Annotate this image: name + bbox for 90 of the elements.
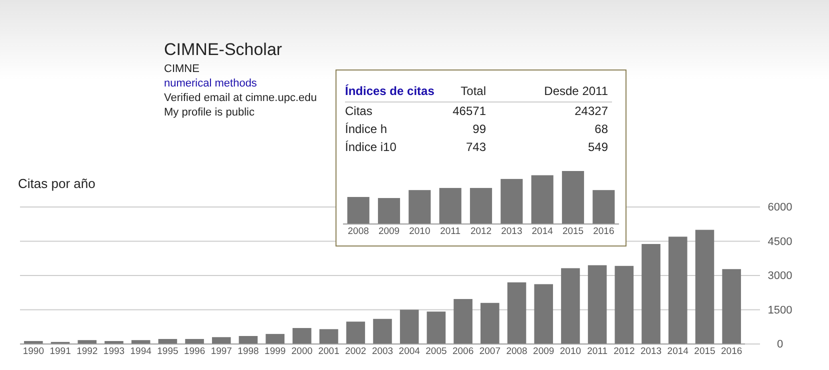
text: Total bbox=[460, 84, 486, 98]
bar bbox=[238, 336, 258, 344]
bar bbox=[373, 318, 392, 344]
x-tick-label: 2000 bbox=[291, 346, 313, 357]
bar bbox=[185, 338, 204, 344]
bar bbox=[378, 198, 400, 224]
x-tick-label: 2012 bbox=[470, 226, 492, 237]
bar bbox=[400, 310, 419, 344]
x-tick-label: 2004 bbox=[398, 346, 420, 357]
x-tick-label: 2013 bbox=[640, 346, 662, 357]
text: Índices de citas bbox=[345, 84, 435, 98]
bar bbox=[534, 284, 554, 344]
x-tick-label: 2012 bbox=[614, 346, 635, 357]
x-tick-label: 1990 bbox=[22, 346, 44, 357]
bar bbox=[480, 302, 500, 344]
x-tick-label: 2011 bbox=[440, 226, 461, 237]
bar bbox=[668, 236, 688, 344]
y-tick-label: 3000 bbox=[768, 270, 792, 282]
bar bbox=[439, 188, 462, 224]
bar bbox=[592, 190, 615, 224]
y-tick-label: 4500 bbox=[768, 236, 792, 248]
x-tick-label: 1999 bbox=[264, 346, 286, 357]
x-tick-label: 2008 bbox=[506, 346, 528, 357]
x-tick-label: 2014 bbox=[532, 226, 553, 237]
x-tick-label: 1992 bbox=[76, 346, 98, 357]
x-tick-label: 2008 bbox=[348, 226, 369, 237]
x-tick-label: 1997 bbox=[210, 346, 232, 357]
x-tick-label: 2003 bbox=[372, 346, 394, 357]
bar bbox=[408, 190, 431, 224]
text: 99 bbox=[472, 122, 486, 136]
bar bbox=[642, 244, 660, 344]
x-tick-label: 2011 bbox=[587, 346, 608, 357]
y-tick-label: 1500 bbox=[768, 304, 792, 316]
x-tick-label: 1995 bbox=[157, 346, 178, 357]
text: CIMNE bbox=[164, 63, 200, 75]
x-tick-label: 1991 bbox=[50, 346, 71, 357]
text: Índice h bbox=[345, 122, 388, 136]
x-tick-label: 2014 bbox=[667, 346, 688, 357]
text: numerical methods bbox=[164, 78, 258, 90]
x-tick-label: 2001 bbox=[318, 346, 340, 357]
text: Desde 2011 bbox=[544, 84, 608, 98]
y-tick-label: 0 bbox=[776, 338, 784, 351]
bar bbox=[561, 268, 580, 344]
x-tick-label: 1996 bbox=[184, 346, 206, 357]
x-tick-label: 2007 bbox=[479, 346, 500, 357]
text: CIMNE-Scholar bbox=[164, 40, 282, 59]
x-tick-label: 2010 bbox=[409, 226, 430, 237]
text: 24327 bbox=[574, 104, 608, 118]
bar bbox=[470, 188, 492, 224]
x-tick-label: 2016 bbox=[593, 226, 614, 237]
text: Citas bbox=[345, 104, 372, 118]
bar bbox=[266, 334, 284, 344]
bar bbox=[78, 340, 97, 344]
y-tick-label: 6000 bbox=[768, 202, 792, 214]
chart-title: Citas por año bbox=[18, 176, 96, 191]
x-tick-label: 2005 bbox=[426, 346, 447, 357]
bar bbox=[346, 322, 366, 344]
text: 743 bbox=[466, 140, 486, 154]
x-tick-label: 1994 bbox=[130, 346, 152, 357]
bar bbox=[588, 265, 607, 344]
bar bbox=[212, 337, 231, 344]
bar bbox=[292, 328, 312, 344]
x-tick-label: 2006 bbox=[452, 346, 474, 357]
bar bbox=[562, 171, 584, 224]
x-tick-label: 1998 bbox=[238, 346, 259, 357]
bar bbox=[347, 196, 370, 224]
bar bbox=[454, 299, 472, 344]
x-tick-label: 2013 bbox=[501, 226, 522, 237]
text: My profile is public bbox=[164, 106, 255, 118]
bar bbox=[500, 178, 523, 224]
bar bbox=[426, 312, 446, 344]
text: 68 bbox=[594, 122, 608, 136]
x-tick-label: 2015 bbox=[562, 226, 584, 237]
text: 549 bbox=[588, 140, 608, 154]
bar bbox=[507, 282, 526, 344]
text: Verified email at cimne.upc.edu bbox=[164, 92, 317, 104]
bar bbox=[722, 269, 741, 344]
bar bbox=[531, 175, 554, 224]
x-tick-label: 2009 bbox=[533, 346, 554, 357]
x-tick-label: 1993 bbox=[103, 346, 125, 357]
bar bbox=[614, 266, 634, 344]
x-tick-label: 2016 bbox=[721, 346, 742, 357]
text: Índice i10 bbox=[345, 140, 397, 154]
x-tick-label: 2015 bbox=[694, 346, 716, 357]
bar bbox=[319, 329, 338, 344]
x-tick-label: 2002 bbox=[345, 346, 366, 357]
x-tick-label: 2010 bbox=[560, 346, 582, 357]
bar bbox=[695, 230, 714, 344]
x-tick-label: 2009 bbox=[378, 226, 400, 237]
text: 46571 bbox=[452, 104, 486, 118]
